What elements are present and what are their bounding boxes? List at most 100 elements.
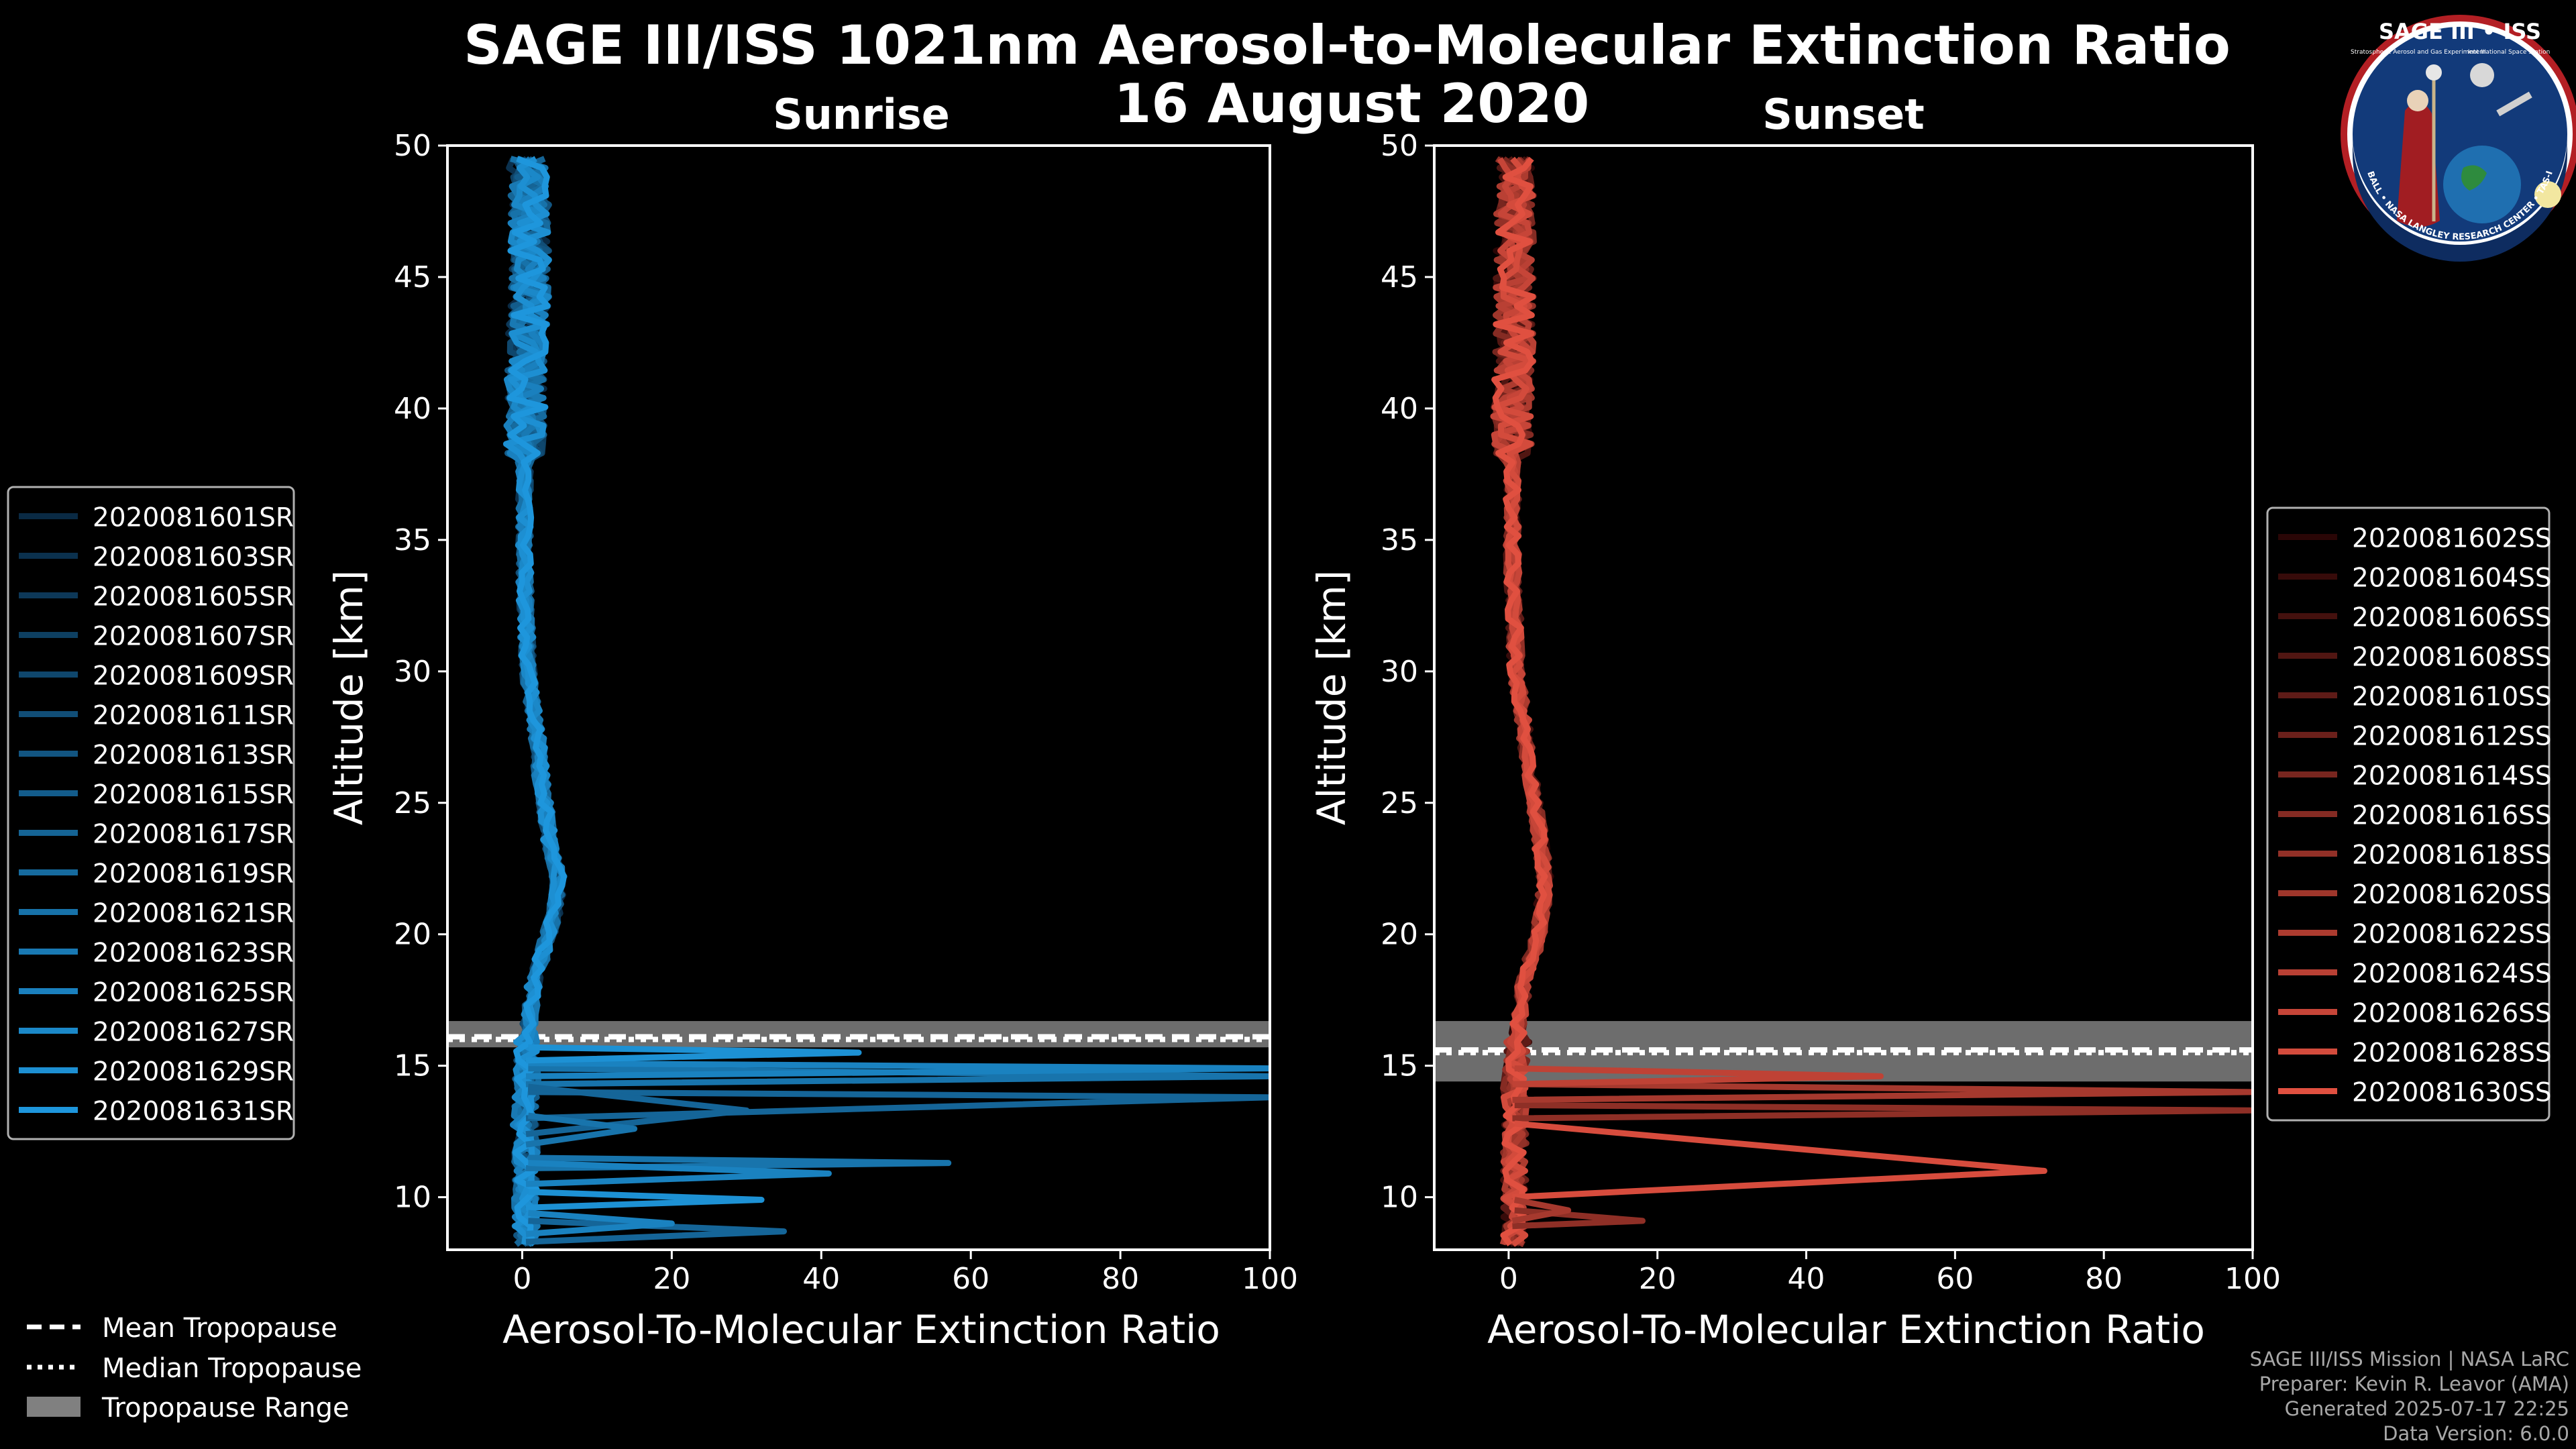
- sunrise-excursion: [525, 1218, 788, 1245]
- logo-subtitle-left: Stratospheric Aerosol and Gas Experiment…: [2351, 49, 2486, 56]
- credit-mission: SAGE III/ISS Mission | NASA LaRC: [2250, 1348, 2569, 1371]
- ytick-label: 25: [394, 786, 431, 820]
- legend-entry-label: 2020081611SR: [93, 701, 294, 731]
- sunset-xlabel: Aerosol-To-Molecular Extinction Ratio: [1487, 1307, 2205, 1352]
- logo-wordmark: SAGE III • ISS: [2379, 19, 2541, 44]
- legend-entry-label: 2020081616SS: [2352, 801, 2552, 831]
- credit-preparer: Preparer: Kevin R. Leavor (AMA): [2259, 1373, 2569, 1395]
- ytick-label: 10: [1381, 1181, 1418, 1215]
- xtick-label: 80: [2085, 1262, 2123, 1296]
- legend-entry-label: 2020081618SS: [2352, 841, 2552, 871]
- legend-entry-label: 2020081620SS: [2352, 880, 2552, 910]
- logo-iss-station: [2496, 91, 2532, 117]
- sunrise-legend-frame: [7, 486, 295, 1140]
- legend-entry-label: 2020081614SS: [2352, 761, 2552, 792]
- sunset-plot-area: [1434, 156, 2253, 1248]
- legend-entry-label: 2020081626SS: [2352, 999, 2552, 1029]
- figure-title: SAGE III/ISS 1021nm Aerosol-to-Molecular…: [464, 14, 2231, 76]
- legend-entry-label: 2020081609SR: [93, 661, 294, 692]
- ytick-label: 40: [394, 392, 431, 426]
- logo-ring-band: [2353, 138, 2567, 262]
- legend-entry-label: 2020081627SR: [93, 1018, 294, 1048]
- legend-entry-label: 2020081603SR: [93, 543, 294, 573]
- legend-entry-label: 2020081601SR: [93, 503, 294, 533]
- sunset-excursion: [1511, 1197, 1572, 1224]
- xtick-label: 20: [653, 1262, 690, 1296]
- legend-entry-label: 2020081622SS: [2352, 920, 2552, 950]
- logo-robed-figure: [2397, 101, 2440, 227]
- sunset-axes-frame: [1433, 144, 2254, 1251]
- median-tropopause-label: Median Tropopause: [102, 1353, 362, 1384]
- ytick-label: 50: [1381, 129, 1418, 163]
- sunrise-axes: 0 20 40 60 80 100 10 15 20 25 30 35 40 45 50 Altitude …: [326, 129, 1298, 1352]
- legend-entry-label: 2020081625SR: [93, 978, 294, 1008]
- sunrise-excursion: [525, 1210, 675, 1237]
- legend-entry-label: 2020081629SR: [93, 1057, 294, 1087]
- credit-generated: Generated 2025-07-17 22:25: [2285, 1397, 2569, 1420]
- tropopause-range-label: Tropopause Range: [101, 1393, 350, 1424]
- xtick-label: 60: [1936, 1262, 1974, 1296]
- logo-sun: [2534, 181, 2561, 208]
- sunrise-excursion: [525, 1160, 832, 1187]
- legend-entry-label: 2020081631SR: [93, 1097, 294, 1127]
- xtick-label: 40: [802, 1262, 840, 1296]
- sunrise-excursion: [525, 1189, 765, 1211]
- ytick-label: 45: [394, 260, 431, 294]
- sunrise-plot-area: [447, 156, 1270, 1247]
- xtick-label: 80: [1102, 1262, 1139, 1296]
- ytick-label: 35: [1381, 523, 1418, 557]
- ytick-label: 45: [1381, 260, 1418, 294]
- sunrise-ylabel: Altitude [km]: [326, 570, 372, 825]
- legend-entry-label: 2020081621SR: [93, 899, 294, 929]
- logo-figure-head: [2407, 90, 2428, 111]
- legend-entry-label: 2020081610SS: [2352, 682, 2552, 712]
- credits: SAGE III/ISS Mission | NASA LaRC Prepare…: [2250, 1348, 2569, 1445]
- ytick-label: 25: [1381, 786, 1418, 820]
- tropopause-range-swatch: [27, 1397, 80, 1417]
- legend-entry-label: 2020081624SS: [2352, 959, 2552, 989]
- legend-entry-label: 2020081607SR: [93, 622, 294, 652]
- sunset-panel-title: Sunset: [1762, 90, 1925, 139]
- legend-entry-label: 2020081602SS: [2352, 524, 2552, 554]
- legend-entry-label: 2020081615SR: [93, 780, 294, 810]
- ytick-label: 35: [394, 523, 431, 557]
- logo-continent: [2461, 165, 2487, 191]
- sunrise-excursion: [525, 1044, 862, 1064]
- logo-earth: [2443, 146, 2521, 223]
- sunset-axes: 0 20 40 60 80 100 10 15 20 25 30 35 40 45 50 Altitude …: [1309, 129, 2281, 1352]
- legend-entry-label: 2020081605SR: [93, 582, 294, 612]
- legend-entry-label: 2020081612SS: [2352, 722, 2552, 752]
- sunset-legend: 2020081602SS 2020081604SS 2020081606SS 2020…: [2266, 506, 2552, 1122]
- ytick-label: 30: [1381, 655, 1418, 689]
- xtick-label: 0: [513, 1262, 531, 1296]
- credit-data-version: Data Version: 6.0.0: [2383, 1422, 2569, 1445]
- sunrise-profile-2020081631SR: [506, 156, 567, 1246]
- sunrise-excursion: [525, 1060, 1270, 1079]
- sunrise-panel-title: Sunrise: [773, 90, 950, 139]
- sunrise-axes-frame: [446, 144, 1271, 1251]
- ytick-label: 20: [1381, 918, 1418, 952]
- xtick-label: 40: [1788, 1262, 1825, 1296]
- legend-entry-label: 2020081606SS: [2352, 603, 2552, 633]
- sunrise-xlabel: Aerosol-To-Molecular Extinction Ratio: [502, 1307, 1220, 1352]
- ytick-label: 15: [1381, 1049, 1418, 1083]
- sunrise-tick-layer: 0 20 40 60 80 100 10 15 20 25 30 35 40 45 50: [394, 129, 1298, 1296]
- xtick-label: 100: [2224, 1262, 2281, 1296]
- sunrise-excursion: [525, 1112, 638, 1148]
- xtick-label: 100: [1242, 1262, 1298, 1296]
- tropopause-legend: Mean Tropopause Median Tropopause Tropop…: [27, 1313, 362, 1424]
- sunset-excursion: [1512, 1081, 2253, 1104]
- sunset-tick-layer: 0 20 40 60 80 100 10 15 20 25 30 35 40 45 50: [1381, 129, 2281, 1296]
- legend-entry-label: 2020081617SR: [93, 820, 294, 850]
- xtick-label: 60: [952, 1262, 989, 1296]
- logo-moon: [2470, 63, 2494, 87]
- logo-staff-orb: [2426, 64, 2442, 80]
- legend-entry-label: 2020081608SS: [2352, 643, 2552, 673]
- sunset-ylabel: Altitude [km]: [1309, 570, 1354, 825]
- ytick-label: 15: [394, 1049, 431, 1083]
- figure-date: 16 August 2020: [1114, 72, 1590, 135]
- sunset-excursion: [1512, 1102, 2253, 1122]
- legend-entry-label: 2020081630SS: [2352, 1078, 2552, 1108]
- ytick-label: 10: [394, 1181, 431, 1215]
